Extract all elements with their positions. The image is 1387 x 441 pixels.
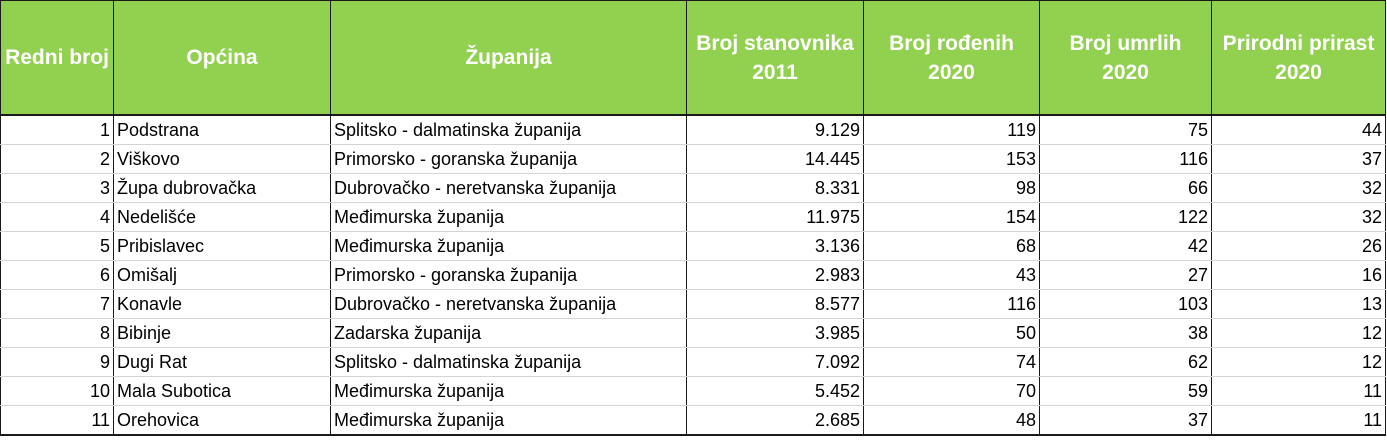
cell-growth[interactable]: 32 — [1211, 202, 1386, 232]
cell-rank[interactable]: 3 — [0, 173, 114, 203]
cell-municipality[interactable]: Viškovo — [113, 144, 331, 174]
cell-population[interactable]: 8.331 — [686, 173, 864, 203]
table-header: Redni broj Općina Županija Broj stanovni… — [0, 0, 1386, 116]
cell-rank[interactable]: 11 — [0, 405, 114, 436]
header-births[interactable]: Broj rođenih 2020 — [863, 0, 1040, 116]
cell-municipality[interactable]: Orehovica — [113, 405, 331, 436]
cell-population[interactable]: 5.452 — [686, 376, 864, 406]
cell-population[interactable]: 3.985 — [686, 318, 864, 348]
table-row: 11 Orehovica Međimurska županija 2.685 48 37 1… — [0, 405, 1386, 436]
cell-rank[interactable]: 9 — [0, 347, 114, 377]
cell-births[interactable]: 68 — [863, 231, 1040, 261]
cell-population[interactable]: 3.136 — [686, 231, 864, 261]
cell-births[interactable]: 50 — [863, 318, 1040, 348]
cell-population[interactable]: 2.685 — [686, 405, 864, 436]
header-county[interactable]: Županija — [330, 0, 687, 116]
cell-rank[interactable]: 4 — [0, 202, 114, 232]
cell-deaths[interactable]: 75 — [1039, 115, 1212, 145]
cell-municipality[interactable]: Pribislavec — [113, 231, 331, 261]
cell-county[interactable]: Međimurska županija — [330, 376, 687, 406]
header-growth[interactable]: Prirodni prirast 2020 — [1211, 0, 1386, 116]
table-row: 3 Župa dubrovačka Dubrovačko - neretvanska… — [0, 173, 1386, 203]
cell-population[interactable]: 7.092 — [686, 347, 864, 377]
table-row: 6 Omišalj Primorsko - goranska županija 2.9… — [0, 260, 1386, 290]
cell-municipality[interactable]: Dugi Rat — [113, 347, 331, 377]
cell-growth[interactable]: 12 — [1211, 318, 1386, 348]
cell-births[interactable]: 43 — [863, 260, 1040, 290]
cell-growth[interactable]: 44 — [1211, 115, 1386, 145]
cell-county[interactable]: Dubrovačko - neretvanska županija — [330, 173, 687, 203]
cell-growth[interactable]: 37 — [1211, 144, 1386, 174]
cell-population[interactable]: 2.983 — [686, 260, 864, 290]
cell-births[interactable]: 119 — [863, 115, 1040, 145]
cell-births[interactable]: 48 — [863, 405, 1040, 436]
cell-county[interactable]: Splitsko - dalmatinska županija — [330, 115, 687, 145]
cell-population[interactable]: 9.129 — [686, 115, 864, 145]
cell-rank[interactable]: 6 — [0, 260, 114, 290]
cell-growth[interactable]: 11 — [1211, 376, 1386, 406]
cell-growth[interactable]: 11 — [1211, 405, 1386, 436]
cell-deaths[interactable]: 37 — [1039, 405, 1212, 436]
table-row: 1 Podstrana Splitsko - dalmatinska županij… — [0, 115, 1386, 145]
cell-deaths[interactable]: 62 — [1039, 347, 1212, 377]
cell-rank[interactable]: 8 — [0, 318, 114, 348]
cell-growth[interactable]: 13 — [1211, 289, 1386, 319]
cell-births[interactable]: 70 — [863, 376, 1040, 406]
cell-growth[interactable]: 26 — [1211, 231, 1386, 261]
table-row: 2 Viškovo Primorsko - goranska županija 14.… — [0, 144, 1386, 174]
table-row: 9 Dugi Rat Splitsko - dalmatinska županija… — [0, 347, 1386, 377]
cell-county[interactable]: Zadarska županija — [330, 318, 687, 348]
cell-deaths[interactable]: 122 — [1039, 202, 1212, 232]
cell-population[interactable]: 8.577 — [686, 289, 864, 319]
cell-municipality[interactable]: Omišalj — [113, 260, 331, 290]
cell-growth[interactable]: 16 — [1211, 260, 1386, 290]
cell-county[interactable]: Međimurska županija — [330, 202, 687, 232]
cell-county[interactable]: Međimurska županija — [330, 231, 687, 261]
cell-county[interactable]: Primorsko - goranska županija — [330, 144, 687, 174]
table-row: 10 Mala Subotica Međimurska županija 5.452 7… — [0, 376, 1386, 406]
table-row: 4 Nedelišće Međimurska županija 11.975 154 12… — [0, 202, 1386, 232]
cell-deaths[interactable]: 59 — [1039, 376, 1212, 406]
cell-deaths[interactable]: 38 — [1039, 318, 1212, 348]
cell-county[interactable]: Dubrovačko - neretvanska županija — [330, 289, 687, 319]
header-population[interactable]: Broj stanovnika 2011 — [686, 0, 864, 116]
cell-municipality[interactable]: Konavle — [113, 289, 331, 319]
cell-rank[interactable]: 10 — [0, 376, 114, 406]
cell-municipality[interactable]: Podstrana — [113, 115, 331, 145]
cell-population[interactable]: 14.445 — [686, 144, 864, 174]
cell-rank[interactable]: 5 — [0, 231, 114, 261]
cell-deaths[interactable]: 27 — [1039, 260, 1212, 290]
cell-deaths[interactable]: 116 — [1039, 144, 1212, 174]
cell-deaths[interactable]: 103 — [1039, 289, 1212, 319]
cell-municipality[interactable]: Bibinje — [113, 318, 331, 348]
cell-births[interactable]: 116 — [863, 289, 1040, 319]
cell-municipality[interactable]: Mala Subotica — [113, 376, 331, 406]
cell-deaths[interactable]: 66 — [1039, 173, 1212, 203]
cell-rank[interactable]: 7 — [0, 289, 114, 319]
cell-rank[interactable]: 2 — [0, 144, 114, 174]
cell-county[interactable]: Primorsko - goranska županija — [330, 260, 687, 290]
cell-births[interactable]: 154 — [863, 202, 1040, 232]
table-body: 1 Podstrana Splitsko - dalmatinska županij… — [0, 115, 1386, 436]
cell-county[interactable]: Splitsko - dalmatinska županija — [330, 347, 687, 377]
table-row: 8 Bibinje Zadarska županija 3.985 50 38 12 — [0, 318, 1386, 348]
cell-rank[interactable]: 1 — [0, 115, 114, 145]
header-deaths[interactable]: Broj umrlih 2020 — [1039, 0, 1212, 116]
cell-growth[interactable]: 32 — [1211, 173, 1386, 203]
header-row: Redni broj Općina Županija Broj stanovni… — [0, 0, 1386, 116]
cell-births[interactable]: 98 — [863, 173, 1040, 203]
table-row: 7 Konavle Dubrovačko - neretvanska županij… — [0, 289, 1386, 319]
cell-county[interactable]: Međimurska županija — [330, 405, 687, 436]
cell-growth[interactable]: 12 — [1211, 347, 1386, 377]
cell-deaths[interactable]: 42 — [1039, 231, 1212, 261]
header-rank[interactable]: Redni broj — [0, 0, 114, 116]
cell-municipality[interactable]: Nedelišće — [113, 202, 331, 232]
cell-population[interactable]: 11.975 — [686, 202, 864, 232]
table-row: 5 Pribislavec Međimurska županija 3.136 68 42… — [0, 231, 1386, 261]
cell-births[interactable]: 153 — [863, 144, 1040, 174]
cell-municipality[interactable]: Župa dubrovačka — [113, 173, 331, 203]
cell-births[interactable]: 74 — [863, 347, 1040, 377]
header-municipality[interactable]: Općina — [113, 0, 331, 116]
